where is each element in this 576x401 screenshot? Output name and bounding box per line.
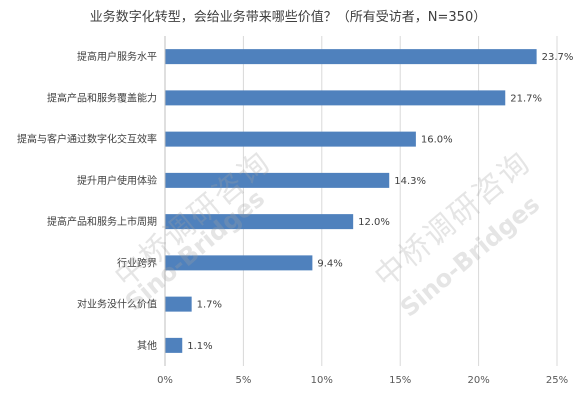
data-label: 16.0%	[421, 135, 453, 146]
x-tick-label: 5%	[235, 375, 251, 386]
bar	[165, 296, 192, 312]
x-tick-label: 0%	[157, 375, 173, 386]
category-label: 提升用户使用体验	[77, 174, 157, 187]
bar	[165, 337, 183, 353]
category-label: 对业务没什么价值	[77, 298, 157, 311]
chart-title: 业务数字化转型，会给业务带来哪些价值？（所有受访者，N=350）	[89, 10, 487, 25]
bar	[165, 214, 354, 230]
data-label: 1.1%	[187, 341, 212, 352]
category-label: 其他	[137, 339, 157, 352]
data-label: 1.7%	[197, 300, 222, 311]
data-label: 21.7%	[510, 93, 542, 104]
category-label: 提高产品和服务覆盖能力	[47, 91, 157, 104]
x-tick-label: 20%	[467, 375, 489, 386]
x-tick-label: 25%	[546, 375, 568, 386]
data-label: 23.7%	[542, 52, 574, 63]
bar	[165, 131, 416, 147]
x-tick-label: 10%	[311, 375, 333, 386]
bar	[165, 172, 390, 188]
category-label: 提高用户服务水平	[77, 50, 157, 63]
x-tick-label: 15%	[389, 375, 411, 386]
data-label: 12.0%	[358, 217, 390, 228]
bar	[165, 49, 537, 65]
category-label: 行业跨界	[117, 256, 157, 269]
data-label: 9.4%	[317, 258, 342, 269]
category-label: 提高与客户通过数字化交互效率	[17, 133, 157, 146]
data-label: 14.3%	[394, 176, 426, 187]
category-label: 提高产品和服务上市周期	[47, 215, 157, 228]
bar	[165, 255, 313, 271]
bar	[165, 90, 506, 106]
